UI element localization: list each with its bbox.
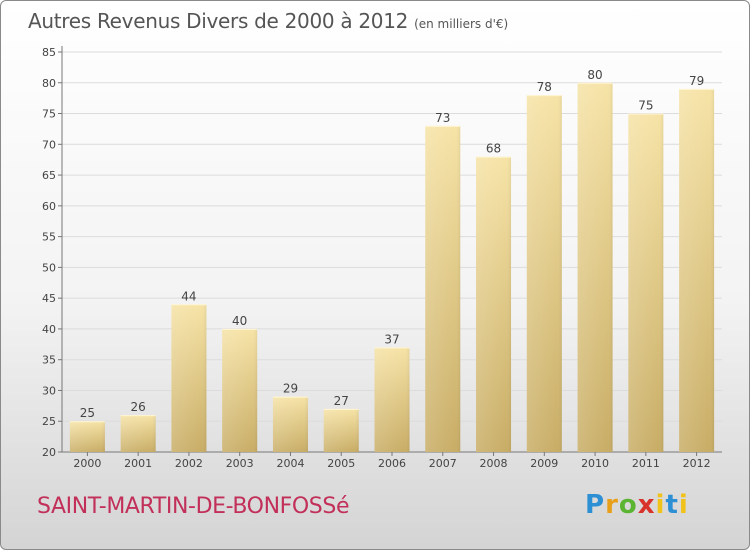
bar-shade (526, 95, 562, 453)
x-tick-label: 2011 (632, 457, 660, 470)
x-tick-label: 2001 (124, 457, 152, 470)
x-tick-label: 2007 (429, 457, 457, 470)
bar-shade (222, 328, 258, 452)
y-tick-label: 20 (42, 446, 56, 459)
x-tick-label: 2002 (175, 457, 203, 470)
data-label: 79 (689, 74, 704, 88)
x-tick-label: 2003 (226, 457, 254, 470)
x-tick-label: 2009 (530, 457, 558, 470)
data-label: 73 (435, 111, 450, 125)
x-tick-label: 2000 (73, 457, 101, 470)
x-tick-label: 2005 (327, 457, 355, 470)
y-tick-label: 25 (42, 415, 56, 428)
logo-letter: o (618, 490, 638, 520)
bar-shade (120, 415, 156, 452)
x-tick-label: 2008 (480, 457, 508, 470)
logo-letter: t (665, 490, 679, 520)
commune-name: SAINT-MARTIN-DE-BONFOSSé (37, 494, 350, 519)
x-tick-label: 2004 (276, 457, 304, 470)
bar-shade (374, 347, 410, 452)
data-label: 29 (283, 382, 298, 396)
y-tick-label: 85 (42, 46, 56, 59)
bar-shade (577, 82, 613, 453)
bar-shade (69, 421, 105, 452)
data-label: 78 (537, 80, 552, 94)
chart-title: Autres Revenus Divers de 2000 à 2012 (en … (28, 9, 508, 33)
logo-letter: i (655, 490, 666, 520)
logo-letter: i (678, 490, 689, 520)
y-tick-label: 35 (42, 354, 56, 367)
bar-shade (628, 113, 664, 453)
data-label: 40 (232, 314, 247, 328)
x-tick-label: 2006 (378, 457, 406, 470)
y-tick-label: 50 (42, 261, 56, 274)
data-label: 27 (334, 394, 349, 408)
data-label: 25 (80, 406, 95, 420)
y-tick-label: 45 (42, 292, 56, 305)
bar-shade (679, 88, 715, 452)
data-labels: 25 26 44 40 29 27 37 73 68 78 80 75 79 (80, 68, 705, 420)
data-label: 68 (486, 142, 501, 156)
title-unit: (en milliers d'€) (414, 17, 509, 31)
x-tick-label: 2010 (581, 457, 609, 470)
y-tick-label: 55 (42, 231, 56, 244)
data-label: 75 (638, 99, 653, 113)
y-tick-label: 80 (42, 77, 56, 90)
axes: 20 25 30 35 40 45 50 55 60 65 70 75 80 85 2000 2001 2002… (42, 46, 722, 470)
y-tick-label: 65 (42, 169, 56, 182)
x-tick-label: 2012 (683, 457, 711, 470)
bar-shade (476, 156, 512, 452)
data-label: 44 (181, 289, 196, 303)
title-text: Autres Revenus Divers de 2000 à 2012 (28, 9, 409, 33)
y-tick-label: 70 (42, 138, 56, 151)
proxiti-logo: Proxiti (585, 490, 689, 520)
bar-shade (171, 304, 207, 452)
bar-shade (272, 396, 308, 452)
y-tick-label: 30 (42, 384, 56, 397)
data-label: 80 (587, 68, 602, 82)
bar-shade (323, 408, 359, 452)
y-tick-label: 60 (42, 200, 56, 213)
data-label: 37 (384, 332, 399, 346)
bars (69, 82, 715, 453)
logo-letter: P (585, 490, 606, 520)
logo-letter: x (637, 490, 656, 520)
logo-letter: r (605, 490, 619, 520)
data-label: 26 (131, 400, 146, 414)
bar-shade (425, 125, 461, 452)
y-tick-label: 40 (42, 323, 56, 336)
y-tick-label: 75 (42, 108, 56, 121)
